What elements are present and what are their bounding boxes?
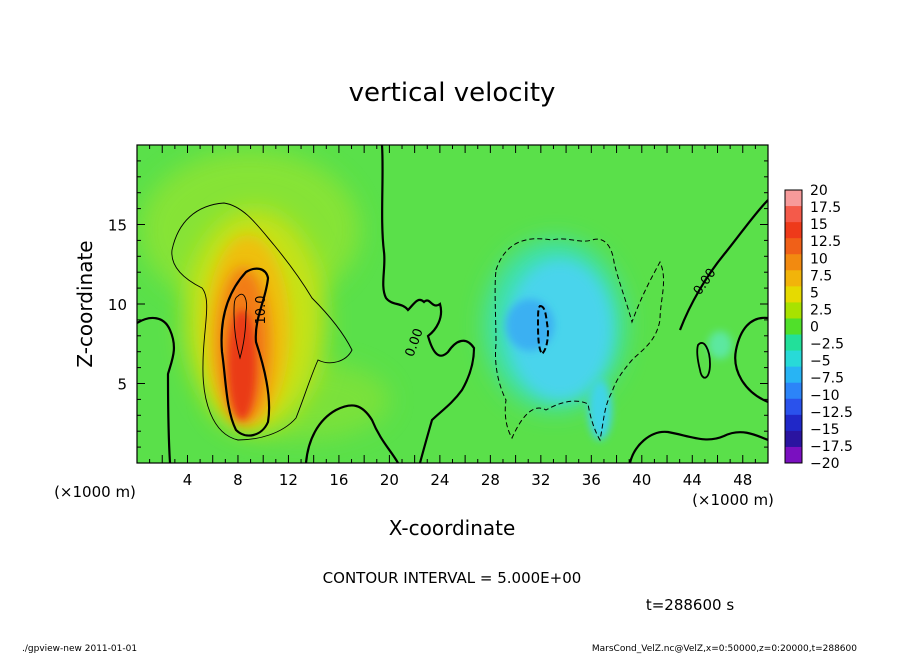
colorbar-label: 15 — [810, 217, 828, 233]
colorbar-swatch — [785, 430, 802, 448]
chart-title: vertical velocity — [349, 78, 556, 108]
heatmap-field — [137, 145, 768, 463]
y-tick-label: 10 — [108, 296, 127, 314]
colorbar-label: −15 — [810, 422, 840, 438]
x-tick-label: 4 — [183, 471, 193, 489]
colorbar-label: −17.5 — [810, 439, 853, 455]
x-tick-label: 16 — [329, 471, 348, 489]
colorbar-label: 17.5 — [810, 200, 841, 216]
colorbar-swatch — [785, 270, 802, 287]
contour-zero-blob — [696, 342, 711, 379]
x-tick-label: 40 — [632, 471, 651, 489]
contour-label-10: 10.0 — [254, 296, 269, 325]
x-tick-label: 20 — [380, 471, 399, 489]
colorbar-label: 20 — [810, 183, 828, 199]
contour-15 — [233, 293, 247, 360]
x-tick-label: 48 — [733, 471, 752, 489]
colorbar-swatch — [785, 366, 802, 384]
colorbar-swatch — [785, 254, 802, 271]
colorbar-swatch — [785, 302, 802, 319]
downdraft-band — [508, 260, 612, 400]
colorbar-swatch — [785, 334, 802, 352]
x-ticks: 4 8 12 16 20 24 28 32 36 40 44 48 — [149, 145, 756, 489]
colorbar-label: −20 — [810, 456, 840, 472]
x-tick-label: 32 — [531, 471, 550, 489]
contour-neg5 — [494, 238, 665, 442]
y-axis-label: Z-coordinate — [73, 240, 97, 367]
contours — [137, 145, 768, 463]
colorbar-swatch — [785, 190, 802, 207]
contour-5 — [171, 202, 353, 441]
colorbar-label: 0 — [810, 320, 819, 336]
contour-zero-right — [734, 316, 768, 404]
colorbar-label: 5 — [810, 285, 819, 301]
y-tick-label: 5 — [117, 376, 127, 394]
colorbar-label: 12.5 — [810, 234, 841, 250]
contour-10 — [220, 267, 271, 437]
y-unit-label: (×1000 m) — [54, 483, 136, 501]
contour-zero-lower-right — [628, 430, 768, 463]
x-axis-label: X-coordinate — [389, 516, 516, 540]
x-tick-label: 28 — [481, 471, 500, 489]
contour-zero-upper-right — [678, 199, 768, 331]
contour-zero-lower — [137, 316, 176, 463]
colorbar-swatch — [785, 350, 802, 368]
colorbar-swatch — [785, 398, 802, 416]
colorbar-label: 10 — [810, 251, 828, 267]
x-unit-label: (×1000 m) — [692, 491, 774, 509]
colorbar-swatch — [785, 414, 802, 432]
colorbar-label: −12.5 — [810, 405, 853, 421]
downdraft-core — [506, 299, 554, 351]
colorbar-label: −10 — [810, 388, 840, 404]
x-tick-label: 12 — [279, 471, 298, 489]
colorbar-label: 7.5 — [810, 268, 832, 284]
footer-left: ./gpview-new 2011-01-01 — [22, 644, 137, 654]
updraft-core — [228, 310, 256, 420]
colorbar-label: −5 — [810, 354, 831, 370]
colorbar-swatch — [785, 222, 802, 239]
contour-neg10 — [537, 304, 550, 356]
cyan-patch-right — [708, 331, 732, 359]
x-tick-label: 36 — [582, 471, 601, 489]
colorbar-frame — [784, 189, 803, 464]
footer-right: MarsCond_VelZ.nc@VelZ,x=0:50000,z=0:2000… — [592, 644, 857, 654]
colorbar-swatch — [785, 206, 802, 223]
colorbar-swatch — [785, 238, 802, 255]
downdraft-tail — [588, 380, 612, 440]
colorbar-swatch — [785, 382, 802, 400]
colorbar-label: 2.5 — [810, 302, 832, 318]
y-ticks: 5 10 15 — [108, 160, 768, 448]
colorbar-label: −2.5 — [810, 337, 844, 353]
colorbar-swatch — [785, 286, 802, 303]
colorbar-swatch — [785, 318, 802, 336]
x-tick-label: 24 — [430, 471, 449, 489]
x-tick-label: 44 — [683, 471, 702, 489]
contour-interval: CONTOUR INTERVAL = 5.000E+00 — [323, 569, 582, 587]
x-tick-label: 8 — [233, 471, 243, 489]
colorbar-label: −7.5 — [810, 371, 844, 387]
contour-zero-main — [380, 145, 476, 463]
y-tick-label: 15 — [108, 217, 127, 235]
colorbar-swatch — [785, 446, 802, 464]
time-label: t=288600 s — [646, 596, 734, 614]
contour-zero-base — [304, 404, 399, 463]
